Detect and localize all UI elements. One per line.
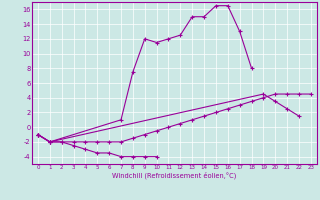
X-axis label: Windchill (Refroidissement éolien,°C): Windchill (Refroidissement éolien,°C)	[112, 172, 236, 179]
